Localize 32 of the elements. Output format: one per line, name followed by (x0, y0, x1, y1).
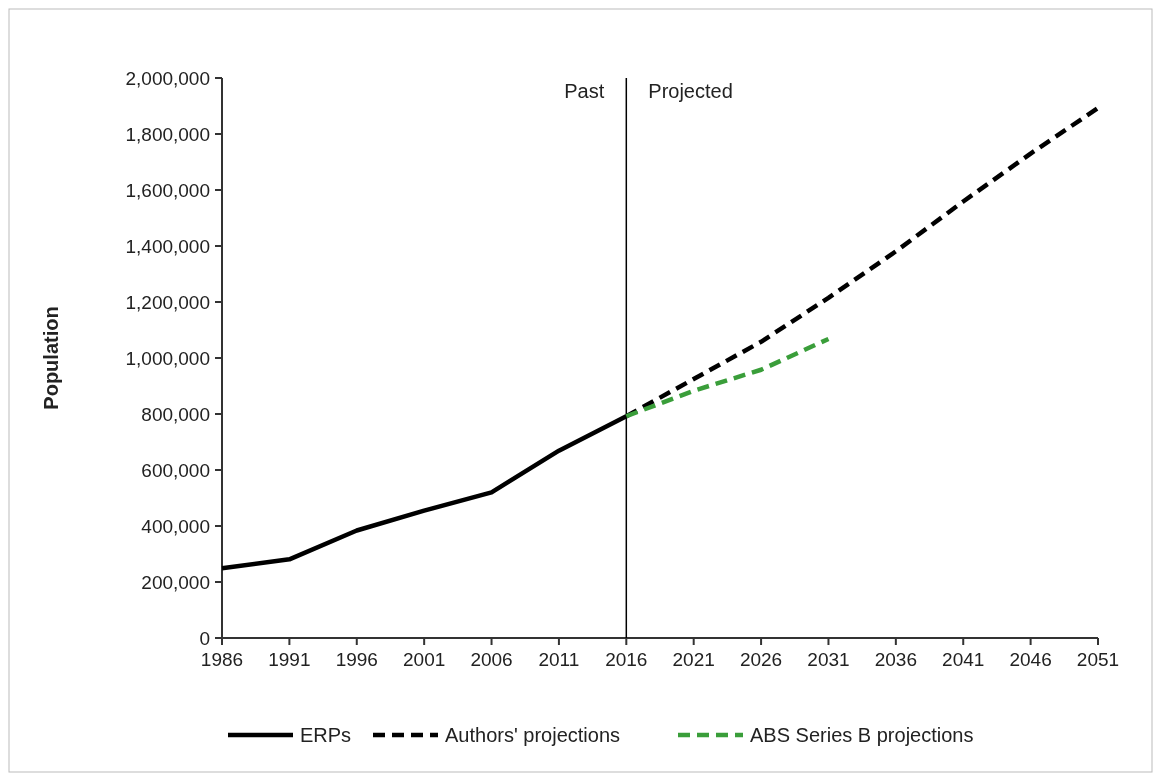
x-tick-label: 2001 (403, 649, 446, 670)
y-tick-label: 1,200,000 (125, 291, 210, 313)
y-axis-title: Population (40, 306, 62, 410)
x-tick-label: 2006 (470, 649, 513, 670)
x-tick-label: 2051 (1076, 649, 1120, 670)
y-tick-label: 600,000 (141, 459, 210, 481)
x-tick-label: 2021 (672, 649, 715, 670)
x-tick-label: 1991 (268, 649, 311, 670)
x-tick-label: 2031 (807, 649, 850, 670)
annotation: Projected (648, 80, 733, 102)
y-tick-label: 1,600,000 (125, 179, 210, 201)
y-tick-label: 2,000,000 (125, 67, 210, 89)
legend-label: ABS Series B projections (750, 724, 974, 746)
x-tick-label: 2036 (874, 649, 917, 670)
x-tick-label: 2026 (739, 649, 783, 670)
y-tick-label: 1,800,000 (125, 123, 210, 145)
annotation: Past (564, 80, 605, 102)
x-tick-label: 2016 (605, 649, 648, 670)
x-tick-label: 2011 (538, 649, 580, 670)
y-tick-label: 1,400,000 (125, 235, 210, 257)
x-tick-label: 2041 (942, 649, 985, 670)
y-tick-label: 800,000 (141, 403, 210, 425)
x-tick-label: 2046 (1009, 649, 1052, 670)
x-tick-label: 1996 (335, 649, 378, 670)
legend-label: Authors' projections (445, 724, 621, 746)
y-tick-label: 1,000,000 (125, 347, 210, 369)
y-tick-label: 0 (199, 627, 210, 649)
x-tick-label: 1986 (200, 649, 244, 670)
line-series (624, 336, 831, 419)
y-tick-label: 400,000 (141, 515, 210, 537)
y-tick-label: 200,000 (141, 571, 210, 593)
legend-label: ERPs (300, 724, 352, 746)
